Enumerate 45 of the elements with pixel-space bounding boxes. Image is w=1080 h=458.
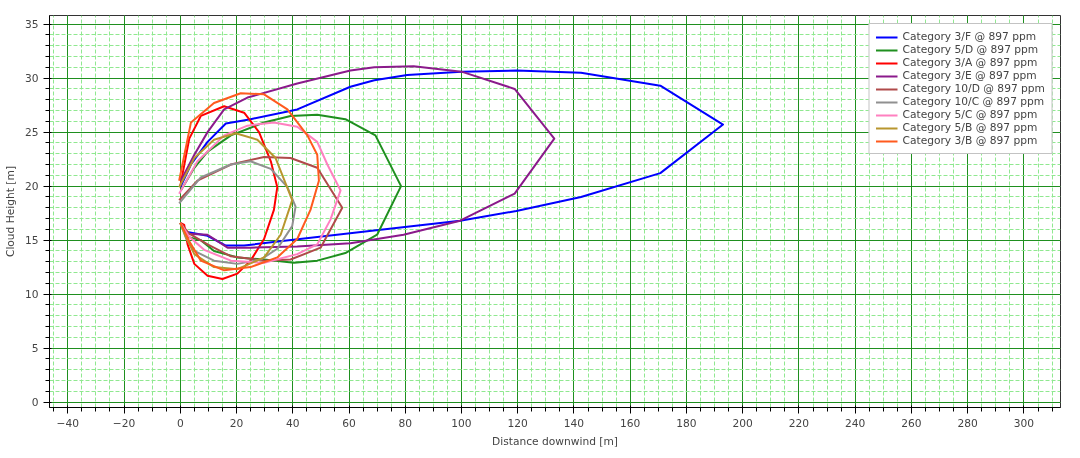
x-axis-title: Distance downwind [m] [491, 434, 619, 448]
legend-label: Category 5/C @ 897 ppm [902, 108, 1038, 121]
line-series [178, 132, 294, 271]
line-series [179, 69, 725, 247]
x-tick-label: 140 [563, 416, 585, 430]
x-tick-label: 180 [676, 416, 697, 430]
x-tick-label: −20 [112, 416, 136, 430]
legend-label: Category 10/C @ 897 ppm [902, 95, 1045, 108]
x-tick-label: 300 [1013, 416, 1035, 430]
x-tick-label: 160 [620, 416, 641, 430]
line-series [178, 121, 342, 264]
x-tick-label: 60 [342, 416, 356, 430]
line-series [178, 92, 320, 272]
x-tick-label: 20 [229, 416, 244, 430]
line-series [178, 155, 344, 262]
y-tick-label: 25 [24, 126, 39, 140]
line-series [179, 105, 279, 280]
x-tick-label: 260 [901, 416, 922, 430]
x-tick-label: 0 [176, 416, 184, 430]
legend-label: Category 3/F @ 897 ppm [902, 30, 1037, 43]
y-tick-label: 30 [24, 72, 39, 86]
x-tick-label: 240 [845, 416, 866, 430]
legend-label: Category 10/D @ 897 ppm [902, 82, 1045, 95]
y-axis-title: Cloud Height [m] [3, 165, 17, 258]
x-tick-label: 80 [398, 416, 413, 430]
x-tick-label: 40 [285, 416, 300, 430]
y-tick-label: 20 [24, 180, 39, 194]
x-tick-label: 120 [507, 416, 529, 430]
y-tick-label: 10 [24, 288, 39, 302]
legend-label: Category 3/E @ 897 ppm [902, 69, 1037, 82]
legend-label: Category 5/D @ 897 ppm [902, 43, 1039, 56]
legend-label: Category 5/B @ 897 ppm [902, 121, 1038, 134]
y-tick-label: 0 [31, 396, 39, 410]
legend-label: Category 3/B @ 897 ppm [902, 134, 1038, 147]
x-tick-label: 100 [451, 416, 472, 430]
x-tick-label: 280 [957, 416, 979, 430]
y-tick-label: 5 [31, 342, 39, 356]
x-tick-label: 200 [732, 416, 754, 430]
x-tick-label: −40 [56, 416, 80, 430]
x-tick-label: 220 [788, 416, 810, 430]
line-series [179, 65, 556, 249]
legend-label: Category 3/A @ 897 ppm [902, 56, 1038, 69]
y-tick-label: 15 [24, 234, 39, 248]
line-series [178, 160, 297, 265]
y-tick-label: 35 [24, 18, 39, 32]
